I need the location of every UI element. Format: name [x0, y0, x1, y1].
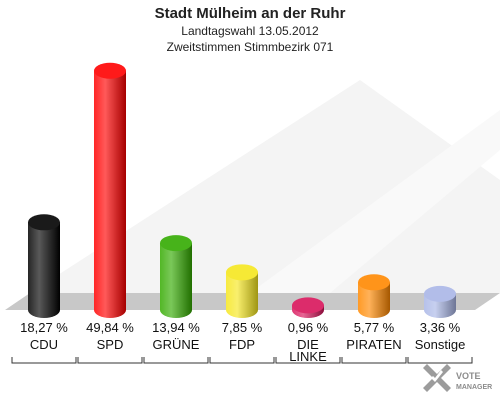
category-label-spd: SPD — [97, 337, 124, 352]
value-label-fdp: 7,85 % — [222, 320, 263, 335]
bar-cap-spd — [94, 62, 126, 79]
bar-body-spd — [94, 70, 126, 318]
category-label-cdu: CDU — [30, 337, 58, 352]
value-label-gr-ne: 13,94 % — [152, 320, 200, 335]
bar-cap-die-linke — [292, 297, 324, 314]
category-bracket-cdu — [11, 357, 77, 364]
bar-cap-gr-ne — [160, 235, 192, 252]
value-label-spd: 49,84 % — [86, 320, 134, 335]
category-bracket-sonstige — [407, 357, 473, 364]
value-label-sonstige: 3,36 % — [420, 320, 461, 335]
vote-manager-logo: VOTE MANAGER — [423, 364, 492, 392]
bar-gr-ne — [160, 235, 192, 318]
bar-body-cdu — [28, 222, 60, 318]
chart-backwall-stripe — [250, 110, 500, 293]
bar-spd — [94, 62, 126, 318]
category-label-fdp: FDP — [229, 337, 255, 352]
logo-mark — [423, 364, 451, 392]
category-bracket-piraten — [341, 357, 407, 364]
bar-fdp — [226, 264, 258, 318]
category-label-die-linke: DIE LINKE — [289, 337, 327, 364]
bar-body-gr-ne — [160, 243, 192, 318]
category-label-piraten: PIRATEN — [346, 337, 401, 352]
category-bracket-spd — [77, 357, 143, 364]
category-bracket-die-linke — [275, 357, 341, 364]
bar-die-linke — [292, 297, 324, 318]
category-bracket-fdp — [209, 357, 275, 364]
bar-cdu — [28, 214, 60, 318]
value-label-piraten: 5,77 % — [354, 320, 395, 335]
category-bracket-gr-ne — [143, 357, 209, 364]
bar-body-piraten — [358, 282, 390, 318]
bar-cap-fdp — [226, 264, 258, 281]
category-label-sonstige: Sonstige — [415, 337, 466, 352]
bar-cap-cdu — [28, 214, 60, 231]
category-label-gr-ne: GRÜNE — [153, 337, 200, 352]
bar-piraten — [358, 274, 390, 318]
bar-cap-piraten — [358, 274, 390, 291]
chart-title: Stadt Mülheim an der Ruhr — [154, 5, 346, 22]
value-label-die-linke: 0,96 % — [288, 320, 329, 335]
bar-cap-sonstige — [424, 285, 456, 302]
logo-text-vote: VOTE — [456, 371, 481, 381]
logo-text-manager: MANAGER — [456, 384, 492, 391]
bar-sonstige — [424, 285, 456, 318]
bar-body-fdp — [226, 272, 258, 318]
chart-subtitle-district: Zweitstimmen Stimmbezirk 071 — [166, 40, 334, 54]
value-label-cdu: 18,27 % — [20, 320, 68, 335]
chart-subtitle-election: Landtagswahl 13.05.2012 — [181, 24, 319, 38]
